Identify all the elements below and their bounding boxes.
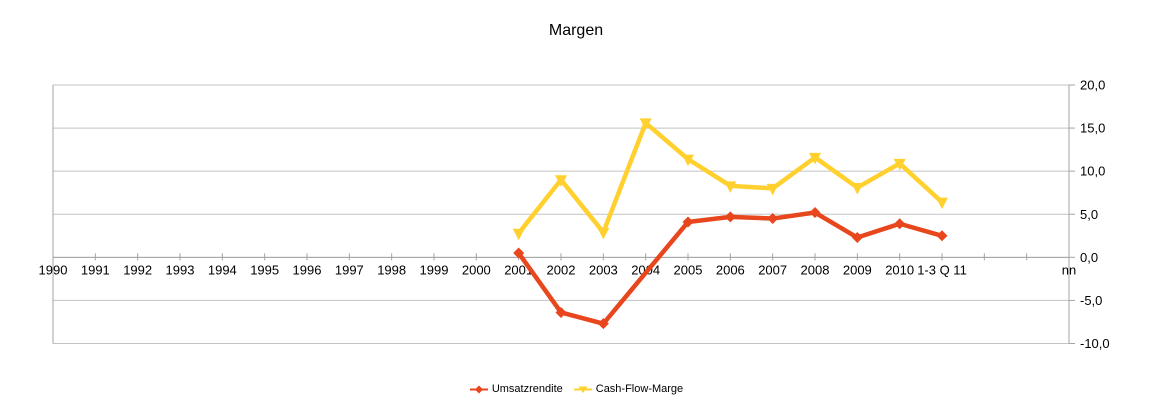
- x-tick-label: 2009: [843, 262, 872, 277]
- cash-flow-marge-triangle-marker-icon: [573, 386, 592, 393]
- x-tick-label: 1997: [335, 262, 364, 277]
- series-marker-diamond: [682, 216, 694, 228]
- series-marker-triangle-down: [809, 152, 821, 165]
- series-marker-triangle-down: [639, 118, 652, 130]
- umsatzrendite-diamond-marker-icon: [469, 385, 488, 393]
- legend-label-cash-flow-marge: Cash-Flow-Marge: [595, 383, 684, 395]
- x-tick-label: 2003: [589, 262, 618, 277]
- x-tick-label: 2006: [716, 262, 745, 277]
- x-tick-label: 1991: [81, 262, 110, 277]
- x-tick-label: 1999: [420, 262, 449, 277]
- x-tick-label: 1992: [123, 262, 152, 277]
- series-marker-triangle-down: [682, 154, 694, 167]
- y-tick-label: 10,0: [1080, 164, 1105, 179]
- y-tick-label: -5,0: [1080, 293, 1102, 308]
- series-marker-diamond: [767, 213, 779, 225]
- chart-legend: Umsatzrendite Cash-Flow-Marge: [0, 383, 1152, 395]
- x-tick-label: nn: [1062, 262, 1076, 277]
- series-line-umsatzrendite: [516, 210, 945, 326]
- y-tick-label: 15,0: [1080, 121, 1105, 136]
- x-tick-label: 2010: [885, 262, 914, 277]
- x-tick-label: 2005: [674, 262, 703, 277]
- series-marker-diamond: [809, 207, 821, 219]
- x-tick-label: 1990: [39, 262, 68, 277]
- series-marker-triangle-down: [512, 228, 525, 241]
- series-marker-diamond: [597, 318, 609, 330]
- series-marker-diamond: [513, 247, 525, 259]
- series-marker-diamond: [894, 218, 906, 230]
- y-tick-label: 0,0: [1080, 250, 1098, 265]
- series-marker-diamond: [851, 232, 863, 244]
- series-marker-triangle-down: [724, 181, 737, 193]
- x-tick-label: 2008: [801, 262, 830, 277]
- x-tick-label: 2000: [462, 262, 491, 277]
- x-tick-label: 1995: [250, 262, 279, 277]
- x-tick-label: 1998: [377, 262, 406, 277]
- x-tick-label: 1994: [208, 262, 237, 277]
- series-marker-diamond: [936, 230, 948, 242]
- series-marker-triangle-down: [597, 227, 610, 240]
- y-tick-label: 5,0: [1080, 207, 1098, 222]
- series-marker-diamond: [724, 211, 736, 223]
- y-tick-label: 20,0: [1080, 78, 1105, 93]
- x-tick-label: 1-3 Q 11: [917, 262, 967, 277]
- legend-label-umsatzrendite: Umsatzrendite: [491, 383, 563, 395]
- legend-item-cash-flow-marge: Cash-Flow-Marge: [573, 383, 683, 395]
- series-marker-triangle-down: [766, 183, 779, 196]
- series-marker-triangle-down: [851, 183, 864, 195]
- legend-item-umsatzrendite: Umsatzrendite: [469, 383, 563, 395]
- series-marker-triangle-down: [936, 197, 948, 210]
- series-marker-triangle-down: [893, 158, 906, 171]
- x-tick-label: 2007: [758, 262, 787, 277]
- x-tick-label: 2002: [547, 262, 576, 277]
- series-marker-triangle-down: [555, 175, 567, 187]
- y-tick-label: -10,0: [1080, 336, 1110, 351]
- series-marker-diamond: [555, 306, 567, 318]
- x-tick-label: 1993: [166, 262, 195, 277]
- chart-title: Margen: [548, 22, 604, 39]
- x-tick-label: 1996: [293, 262, 322, 277]
